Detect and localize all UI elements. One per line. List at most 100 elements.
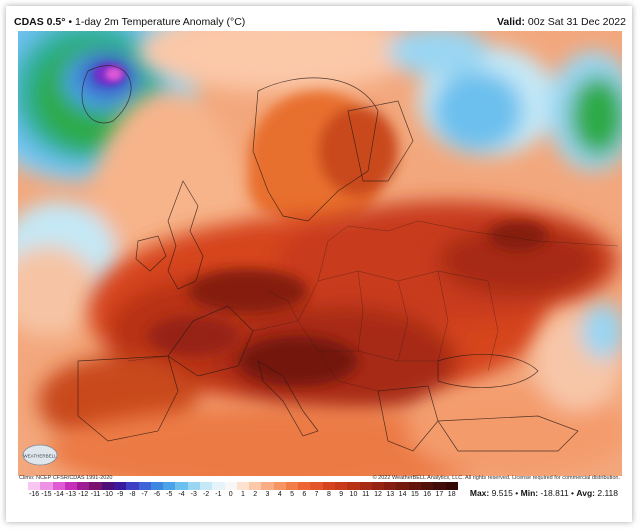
- legend-tick-label: 2: [253, 491, 258, 498]
- legend-swatch: [64, 482, 78, 490]
- model-name: CDAS 0.5°: [14, 16, 66, 28]
- variable-title: • 1-day 2m Temperature Anomaly (°C): [65, 16, 246, 28]
- map-header: CDAS 0.5° • 1-day 2m Temperature Anomaly…: [14, 14, 626, 30]
- legend-tick-label: 4: [277, 491, 282, 498]
- balkans-outline: [377, 385, 439, 452]
- legend-tick-label: 10: [349, 491, 358, 498]
- avg-value: 2.118: [597, 488, 618, 498]
- svg-text:WEATHERBELL: WEATHERBELL: [23, 454, 57, 459]
- ireland-outline: [135, 235, 167, 272]
- legend-swatch: [175, 482, 188, 490]
- turkey-outline: [437, 415, 579, 452]
- legend-tick-label: 9: [339, 491, 344, 498]
- legend-tick-label: 5: [290, 491, 294, 498]
- climo-credit: Climo: NCEP CFSR/CDAS 1991-2020: [19, 475, 113, 481]
- legend-swatch: [261, 482, 274, 490]
- legend-swatch: [89, 482, 102, 490]
- legend-tick-label: -5: [166, 491, 173, 498]
- legend-swatch: [28, 482, 41, 490]
- legend-tick-label: -6: [153, 491, 161, 498]
- country-borders: [127, 220, 619, 392]
- iceland-outline: [81, 65, 132, 124]
- legend-tick-label: -10: [102, 491, 113, 498]
- stats-sep-1: •: [515, 488, 519, 498]
- legend-swatch: [249, 482, 262, 490]
- legend-swatch: [408, 482, 421, 490]
- scandinavia-outline: [252, 77, 379, 222]
- legend-tick-label: 6: [302, 491, 307, 498]
- legend-swatch: [187, 482, 200, 490]
- legend-tick-label: 16: [423, 491, 432, 498]
- legend-swatch: [433, 482, 446, 490]
- extreme-anomaly-core: [148, 221, 548, 386]
- legend-tick-label: -14: [53, 491, 64, 498]
- legend-swatch: [138, 482, 151, 490]
- warm-anomaly-scandinavia: [248, 91, 398, 231]
- legend-tick-label: 18: [447, 491, 456, 498]
- field-stats: Max: 9.515 • Min: -18.811 • Avg: 2.118: [470, 488, 618, 498]
- legend-swatch: [285, 482, 299, 490]
- min-label: Min:: [520, 488, 539, 498]
- legend-tick-label: -8: [129, 491, 136, 498]
- legend-tick-label: -9: [116, 491, 124, 498]
- legend-swatch: [347, 482, 360, 490]
- max-value: 9.515: [491, 488, 513, 498]
- legend-tick-label: 7: [314, 491, 319, 498]
- legend-swatch: [199, 482, 213, 490]
- legend-tick-label: 0: [228, 491, 233, 498]
- max-label: Max:: [469, 488, 490, 498]
- legend-tick-label: 13: [386, 491, 395, 498]
- valid-time-value: 00z Sat 31 Dec 2022: [525, 16, 626, 28]
- min-value: -18.811: [540, 488, 569, 498]
- legend-swatch: [236, 482, 250, 490]
- legend-swatch: [273, 482, 286, 490]
- legend-swatch: [322, 482, 336, 490]
- legend-swatch: [310, 482, 323, 490]
- legend-tick-label: 12: [374, 491, 382, 498]
- legend-swatch: [298, 482, 311, 490]
- italy-outline: [257, 360, 319, 437]
- legend-swatch: [40, 482, 53, 490]
- legend-ticks: -16 -15 -14 -13 -12 -11 -10 -9 -8 -7 -6 -5 -4 -3 -2 -1 0…: [28, 491, 458, 498]
- copyright-credit: © 2022 WeatherBELL Analytics, LLC. All r…: [372, 475, 620, 481]
- legend-tick-label: 11: [362, 491, 370, 498]
- legend-swatch: [212, 482, 225, 490]
- legend-tick-label: 1: [240, 491, 245, 498]
- legend-tick-label: 3: [265, 491, 270, 498]
- anomaly-map: [18, 31, 622, 476]
- legend-swatch: [150, 482, 164, 490]
- legend-swatch: [335, 482, 348, 490]
- black-sea-outline: [437, 354, 539, 388]
- legend-swatch: [371, 482, 385, 490]
- legend-tick-label: -13: [65, 491, 77, 498]
- legend-tick-label: -11: [90, 491, 101, 498]
- legend-swatch: [359, 482, 372, 490]
- legend-swatch: [421, 482, 434, 490]
- anomaly-map-svg: [18, 31, 622, 476]
- stats-sep-2: •: [571, 488, 575, 498]
- legend-swatch: [52, 482, 65, 490]
- legend-swatch: [163, 482, 176, 490]
- great-britain-outline: [167, 180, 204, 290]
- legend-tick-label: 8: [326, 491, 331, 498]
- mediterranean-field: [48, 303, 622, 476]
- legend-swatch: [396, 482, 409, 490]
- legend-swatch: [126, 482, 139, 490]
- color-legend: -16 -15 -14 -13 -12 -11 -10 -9 -8 -7 -6 -5 -4 -3 -2 -1 0…: [28, 482, 458, 504]
- cool-anomaly-arctic: [138, 31, 622, 171]
- legend-tick-label: -3: [190, 491, 197, 498]
- valid-label: Valid:: [496, 16, 525, 28]
- finland-outline: [347, 100, 414, 182]
- legend-tick-label: 15: [410, 491, 419, 498]
- legend-tick-label: -2: [202, 491, 210, 498]
- legend-tick-label: -16: [29, 491, 40, 498]
- legend-swatch: [77, 482, 90, 490]
- legend-tick-label: -1: [215, 491, 222, 498]
- legend-tick-label: -4: [178, 491, 185, 498]
- legend-swatch: [384, 482, 397, 490]
- legend-tick-label: 17: [435, 491, 444, 498]
- legend-tick-label: 14: [398, 491, 407, 498]
- weatherbell-logo: WEATHERBELL: [22, 444, 58, 466]
- legend-tick-label: -7: [141, 491, 148, 498]
- legend-swatch: [445, 482, 458, 490]
